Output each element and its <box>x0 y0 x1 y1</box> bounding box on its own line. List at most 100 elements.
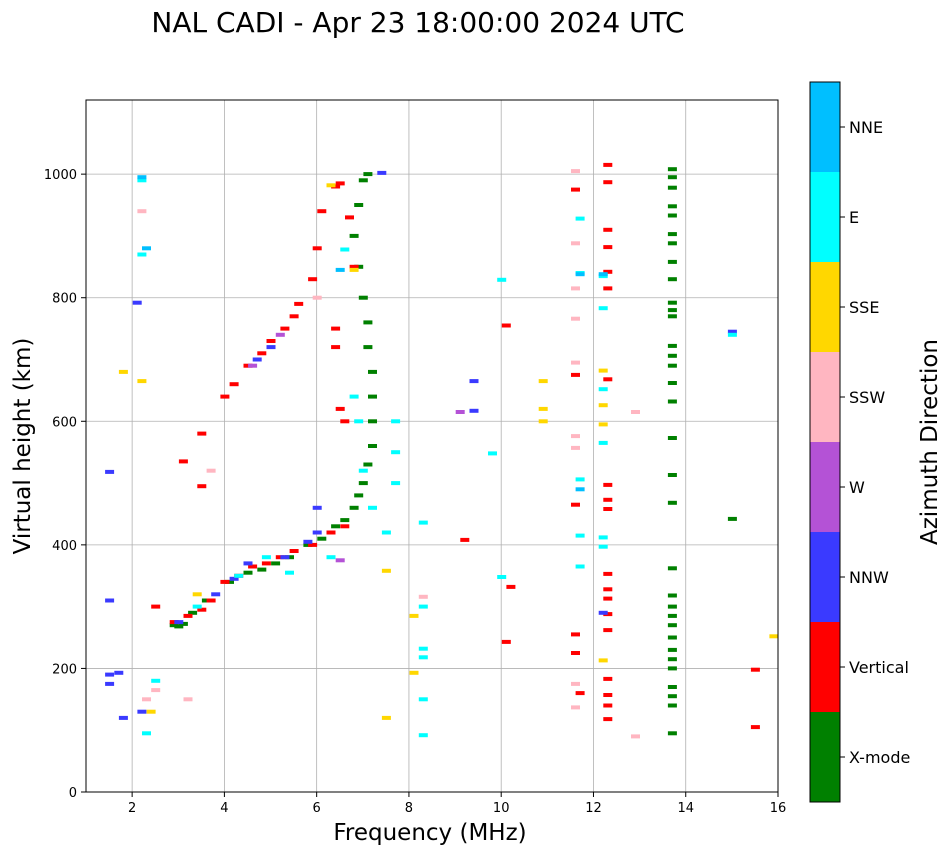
data-point <box>280 555 290 560</box>
data-point <box>603 227 613 232</box>
data-point <box>211 592 221 597</box>
data-point <box>105 672 115 677</box>
data-point <box>667 175 677 180</box>
data-point <box>603 286 613 291</box>
data-point <box>363 462 373 467</box>
colorbar-segment <box>810 352 840 442</box>
data-point <box>197 607 207 612</box>
data-point <box>285 570 294 575</box>
data-point <box>727 329 737 334</box>
data-point <box>317 209 327 214</box>
data-point <box>727 332 737 337</box>
data-point <box>257 351 267 356</box>
data-point <box>571 360 580 365</box>
data-point <box>220 394 230 399</box>
data-point <box>409 670 419 675</box>
colorbar: X-mode Vertical NNW W SSW SSE E NNE <box>809 81 910 803</box>
data-point <box>312 505 322 510</box>
data-point <box>667 399 677 404</box>
data-point <box>349 505 359 510</box>
data-point <box>667 167 677 172</box>
data-point <box>137 379 147 384</box>
data-point <box>667 259 677 264</box>
data-point <box>183 697 193 702</box>
data-point <box>294 301 304 306</box>
data-point <box>667 694 677 699</box>
data-point <box>667 635 677 640</box>
data-point <box>598 535 608 540</box>
data-point <box>229 382 239 387</box>
data-point <box>358 178 368 183</box>
data-point <box>151 678 161 683</box>
data-point <box>197 431 207 436</box>
series-vertical <box>151 162 760 730</box>
data-point <box>137 178 147 183</box>
data-point <box>497 277 507 282</box>
data-point <box>331 326 341 331</box>
data-point <box>151 604 161 609</box>
data-point <box>769 634 779 639</box>
colorbar-tick-label: SSE <box>849 298 879 317</box>
data-point <box>381 715 391 720</box>
x-tick-label: 4 <box>220 801 228 816</box>
plot-background <box>86 100 778 792</box>
colorbar-tick-label: E <box>849 208 859 227</box>
data-point <box>667 703 677 708</box>
data-point <box>750 725 760 730</box>
series-sse <box>118 183 779 720</box>
data-point <box>667 353 677 358</box>
data-point <box>137 709 147 714</box>
data-point <box>497 575 507 579</box>
data-point <box>391 450 401 455</box>
data-point <box>206 598 216 603</box>
data-point <box>354 203 364 207</box>
data-point <box>377 170 387 175</box>
data-point <box>667 343 677 348</box>
data-point <box>631 734 640 739</box>
data-point <box>501 639 511 644</box>
colorbar-tick-label: NNW <box>849 568 889 587</box>
data-point <box>174 624 184 629</box>
data-point <box>571 316 580 321</box>
data-point <box>326 555 336 560</box>
data-point <box>261 561 271 566</box>
colorbar-segment <box>810 82 840 172</box>
data-point <box>275 555 285 560</box>
series-w <box>248 332 465 563</box>
colorbar-frame <box>809 81 841 803</box>
data-point <box>368 444 377 448</box>
data-point <box>418 697 428 702</box>
data-point <box>603 180 613 185</box>
data-point <box>418 520 428 525</box>
data-point <box>151 688 161 693</box>
data-point <box>501 323 511 328</box>
data-point <box>363 320 373 325</box>
x-axis-label: Frequency (MHz) <box>333 820 526 846</box>
data-point <box>667 277 677 282</box>
data-point <box>368 369 377 374</box>
y-tick-label: 800 <box>52 292 77 307</box>
data-point <box>603 497 613 502</box>
colorbar-tick-label: SSW <box>849 388 885 407</box>
data-point <box>631 410 640 414</box>
x-tick-label: 8 <box>405 801 413 816</box>
data-point <box>575 691 585 696</box>
data-point <box>667 314 677 319</box>
data-point <box>335 181 345 186</box>
data-point <box>598 306 608 311</box>
data-point <box>667 204 677 209</box>
data-point <box>667 731 677 736</box>
data-point <box>418 733 428 738</box>
data-point <box>571 187 580 192</box>
data-point <box>418 604 428 609</box>
data-point <box>335 267 345 272</box>
data-point <box>363 345 373 350</box>
data-point <box>603 245 613 250</box>
data-point <box>603 482 613 487</box>
data-point <box>178 621 188 626</box>
data-point <box>469 408 479 413</box>
data-point <box>667 657 677 662</box>
data-point <box>667 473 677 477</box>
data-point <box>667 500 677 505</box>
data-point <box>331 345 341 350</box>
